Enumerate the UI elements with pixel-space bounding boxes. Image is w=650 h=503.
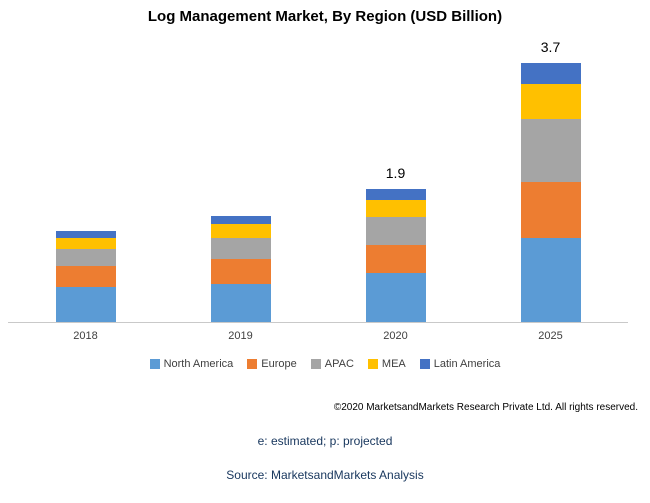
legend-label: Latin America xyxy=(433,358,501,370)
legend-label: North America xyxy=(163,358,234,370)
bar-segment-apac xyxy=(520,119,581,182)
bar-segment-europe xyxy=(55,266,116,287)
bar-segment-europe xyxy=(210,259,271,284)
legend-label: MEA xyxy=(381,358,406,370)
bar-segment-apac xyxy=(365,217,426,245)
bar-segment-europe xyxy=(365,245,426,273)
bar-total-label: 3.7 xyxy=(540,39,561,55)
bar-column-2025: 3.7 2025 xyxy=(473,39,628,342)
x-axis-label: 2018 xyxy=(73,330,98,342)
source-text: Source: MarketsandMarkets Analysis xyxy=(226,468,424,482)
bar-segment-north-america xyxy=(210,283,271,322)
bar-segment-latin-america xyxy=(210,215,271,224)
x-axis-label: 2025 xyxy=(538,330,563,342)
bar-segment-mea xyxy=(520,84,581,119)
bar-segment-north-america xyxy=(520,238,581,322)
bar-segment-north-america xyxy=(55,287,116,322)
stacked-bar-2018 xyxy=(55,231,116,322)
stacked-bar-2019 xyxy=(210,215,271,322)
bar-column-2020: 1.9 2020 xyxy=(318,45,473,342)
stacked-bar-2020 xyxy=(365,189,426,322)
bar-segment-europe xyxy=(520,182,581,238)
bar-segment-mea xyxy=(210,224,271,238)
bar-segment-mea xyxy=(365,199,426,217)
legend-item-apac: APAC xyxy=(310,358,354,370)
estimated-projected-note: e: estimated; p: projected xyxy=(257,434,393,448)
bar-segment-apac xyxy=(55,248,116,266)
x-axis-label: 2020 xyxy=(383,330,408,342)
x-axis-label: 2019 xyxy=(228,330,253,342)
bar-segment-apac xyxy=(210,238,271,259)
bar-segment-latin-america xyxy=(55,231,116,238)
legend-label: Europe xyxy=(261,358,297,370)
bar-segment-latin-america xyxy=(365,189,426,200)
legend-item-north-america: North America xyxy=(149,358,234,370)
legend-label: APAC xyxy=(324,358,354,370)
bar-segment-latin-america xyxy=(520,63,581,84)
stacked-bar-2025 xyxy=(520,63,581,322)
bar-segment-north-america xyxy=(365,273,426,322)
plot-area: 2018 2019 1.9 2020 3.7 2025 xyxy=(8,39,628,342)
legend-swatch-icon xyxy=(367,359,378,369)
legend-swatch-icon xyxy=(149,359,160,369)
legend-item-europe: Europe xyxy=(247,358,297,370)
bar-total-label: 1.9 xyxy=(385,165,406,181)
legend-swatch-icon xyxy=(419,359,430,369)
legend: North America Europe APAC MEA Latin America xyxy=(0,358,650,370)
bar-segment-mea xyxy=(55,238,116,249)
copyright-text: ©2020 MarketsandMarkets Research Private… xyxy=(333,402,638,413)
bar-column-2018: 2018 xyxy=(8,45,163,342)
legend-item-mea: MEA xyxy=(367,358,406,370)
legend-swatch-icon xyxy=(310,359,321,369)
chart-title: Log Management Market, By Region (USD Bi… xyxy=(147,8,503,25)
legend-item-latin-america: Latin America xyxy=(419,358,501,370)
bar-column-2019: 2019 xyxy=(163,45,318,342)
legend-swatch-icon xyxy=(247,359,258,369)
